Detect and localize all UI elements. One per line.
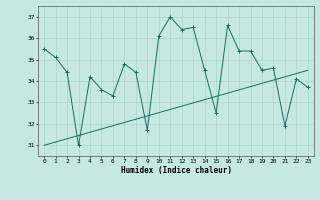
X-axis label: Humidex (Indice chaleur): Humidex (Indice chaleur) <box>121 166 231 175</box>
